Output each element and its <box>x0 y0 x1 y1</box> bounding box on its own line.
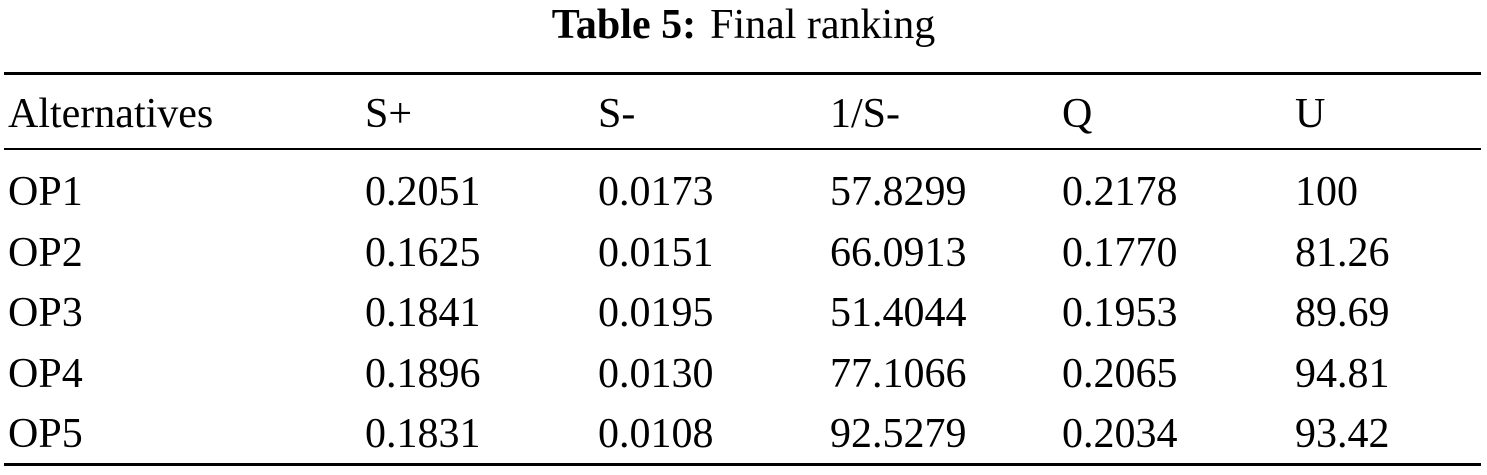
table-cell: OP3 <box>8 290 83 336</box>
table-cell: 0.1896 <box>365 350 481 397</box>
table-cell: 0.2178 <box>1062 169 1178 215</box>
table-cell: 0.2034 <box>1062 411 1178 457</box>
table-cell: 0.1770 <box>1062 229 1178 276</box>
header-cell: 1/S- <box>830 91 901 137</box>
table-cell: 0.1625 <box>365 229 481 276</box>
table-cell: 93.42 <box>1295 411 1390 457</box>
header-cell: S- <box>598 91 636 137</box>
table-cell: 0.0151 <box>598 229 714 276</box>
table-cell: 0.1841 <box>365 290 481 336</box>
table-cell: 77.1066 <box>830 350 967 397</box>
header-cell: S+ <box>365 91 413 137</box>
table-cell: 0.1953 <box>1062 290 1178 336</box>
table-cell: 66.0913 <box>830 229 967 276</box>
bottom-rule <box>4 463 1481 466</box>
table-cell: 0.0195 <box>598 290 714 336</box>
table-cell: OP2 <box>8 229 83 276</box>
table-cell: OP4 <box>8 350 83 397</box>
table-cell: 81.26 <box>1295 229 1390 276</box>
table-cell: 0.0108 <box>598 411 714 457</box>
top-rule <box>4 72 1481 75</box>
table-cell: 0.2051 <box>365 169 481 215</box>
table-cell: OP5 <box>8 411 83 457</box>
header-rule <box>4 148 1481 150</box>
table-cell: 0.0173 <box>598 169 714 215</box>
table-cell: 89.69 <box>1295 290 1390 336</box>
table-cell: OP1 <box>8 169 83 215</box>
table-cell: 0.1831 <box>365 411 481 457</box>
table-cell: 51.4044 <box>830 290 967 336</box>
table-cell: 92.5279 <box>830 411 967 457</box>
header-cell: Q <box>1062 91 1093 137</box>
caption-label: Table 5: <box>551 2 697 48</box>
caption-text: Final ranking <box>710 2 936 48</box>
table-cell: 0.2065 <box>1062 350 1178 397</box>
table-cell: 0.0130 <box>598 350 714 397</box>
table-cell: 94.81 <box>1295 350 1390 397</box>
table-cell: 100 <box>1295 169 1358 215</box>
header-cell: Alternatives <box>8 91 214 137</box>
table-cell: 57.8299 <box>830 169 967 215</box>
header-cell: U <box>1295 91 1326 137</box>
table-caption: Table 5: Final ranking <box>0 2 1487 48</box>
